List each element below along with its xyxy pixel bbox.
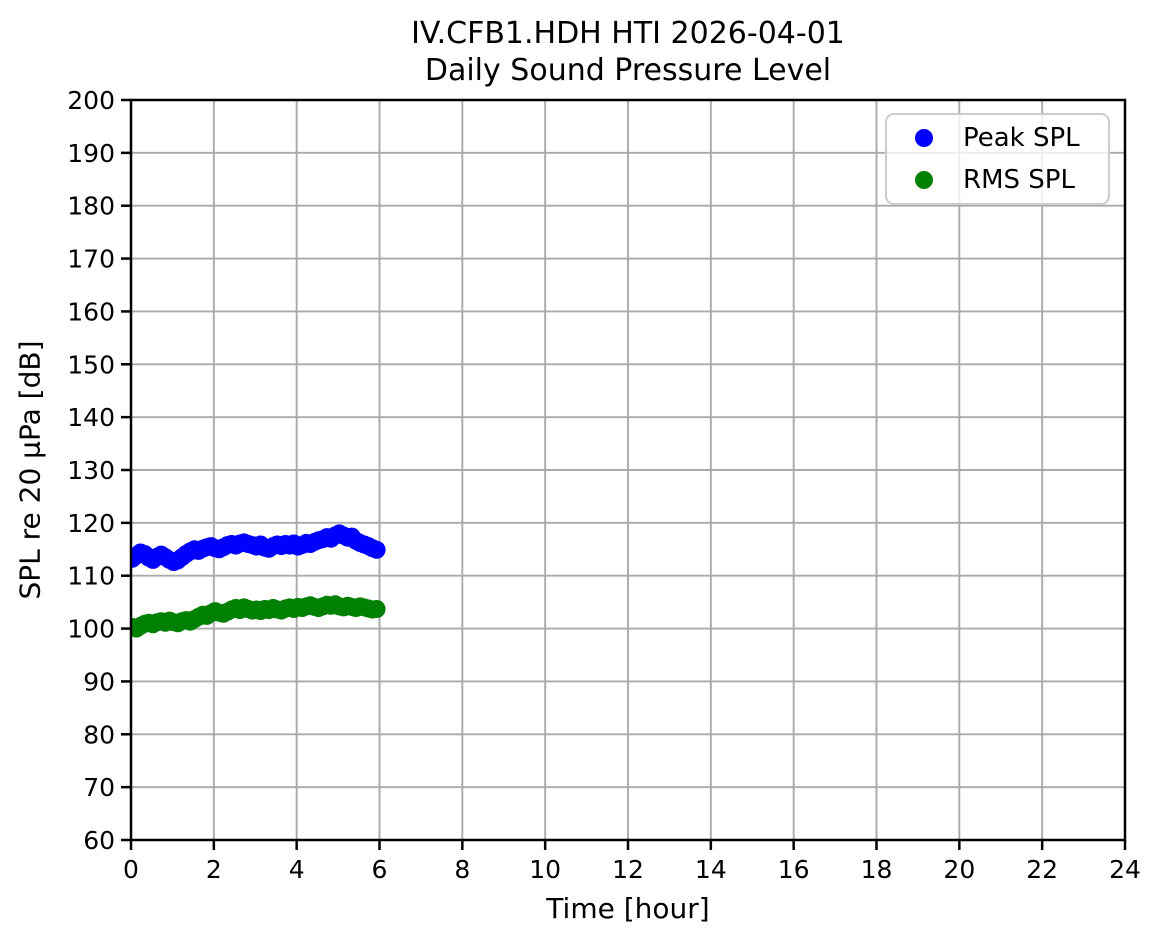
y-tick-label: 80	[83, 720, 115, 749]
chart-title-line2: Daily Sound Pressure Level	[424, 53, 832, 88]
x-tick-label: 12	[612, 855, 644, 884]
y-tick-label: 190	[67, 139, 115, 168]
x-tick-label: 6	[372, 855, 388, 884]
legend-item-rms-spl: RMS SPL	[887, 160, 1108, 200]
y-tick-label: 130	[67, 456, 115, 485]
legend-label-peak-spl: Peak SPL	[963, 122, 1080, 153]
y-tick-label: 200	[67, 86, 115, 115]
x-tick-label: 22	[1026, 855, 1058, 884]
x-tick-label: 14	[695, 855, 727, 884]
rms-spl-marker-icon	[915, 171, 933, 190]
x-tick-label: 18	[861, 855, 893, 884]
y-tick-label: 140	[67, 403, 115, 432]
data-point	[367, 540, 386, 559]
x-tick-label: 4	[289, 855, 305, 884]
y-tick-label: 180	[67, 192, 115, 221]
y-tick-label: 90	[83, 667, 115, 696]
x-tick-label: 2	[206, 855, 222, 884]
y-tick-label: 60	[83, 826, 115, 855]
chart-title: IV.CFB1.HDH HTI 2026-04-01 Daily Sound P…	[131, 15, 1125, 89]
y-tick-label: 170	[67, 245, 115, 274]
x-tick-label: 24	[1109, 855, 1141, 884]
y-tick-label: 70	[83, 773, 115, 802]
y-tick-label: 100	[67, 615, 115, 644]
peak-spl-marker-icon	[915, 128, 933, 147]
grid	[130, 99, 1126, 841]
x-tick-label: 20	[943, 855, 975, 884]
chart-title-line1: IV.CFB1.HDH HTI 2026-04-01	[411, 16, 845, 51]
y-tick-label: 120	[67, 509, 115, 538]
y-tick-label: 110	[67, 562, 115, 591]
series-rms-spl	[131, 595, 386, 638]
x-tick-label: 0	[123, 855, 139, 884]
data-point	[367, 600, 386, 618]
x-tick-label: 16	[778, 855, 810, 884]
x-axis-label: Time [hour]	[546, 892, 710, 925]
legend: Peak SPL RMS SPL	[885, 113, 1110, 205]
y-tick-label: 150	[67, 350, 115, 379]
x-tick-label: 8	[454, 855, 470, 884]
axis-ticks: 0 2 4 6 8 10 12 14 16 18 20 22 246070809010011012013…	[67, 86, 1141, 884]
series-peak-spl	[131, 524, 386, 571]
y-axis-label: SPL re 20 µPa [dB]	[13, 340, 47, 600]
legend-label-rms-spl: RMS SPL	[963, 165, 1075, 196]
plot-area	[131, 524, 386, 638]
legend-item-peak-spl: Peak SPL	[887, 118, 1108, 158]
y-tick-label: 160	[67, 297, 115, 326]
x-tick-label: 10	[529, 855, 561, 884]
